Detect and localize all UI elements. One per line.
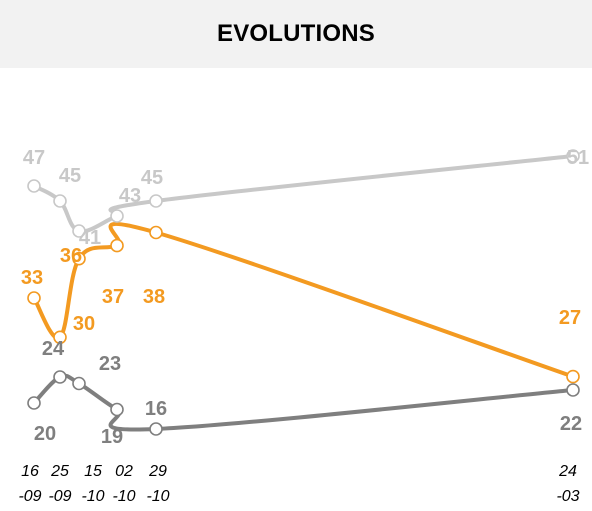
data-label-s2-1: 33 (21, 267, 43, 289)
chart-title: EVOLUTIONS (216, 20, 375, 47)
data-label-s3-4: 19 (101, 426, 123, 448)
data-label-s2-2: 30 (73, 313, 95, 335)
data-label-s1-4: 43 (119, 185, 141, 207)
data-point-s1-6 (566, 149, 580, 163)
chart-header: EVOLUTIONS (0, 0, 592, 68)
data-label-s2-3: 36 (60, 245, 82, 267)
x-tick-label: 24 -03 (556, 463, 579, 505)
x-tick-label: 15 -10 (81, 463, 104, 505)
data-point-s2-6 (566, 369, 580, 384)
x-tick-label: 29 -10 (146, 463, 169, 505)
data-point-s1-3 (72, 224, 86, 238)
x-tick-label: 16 -09 (18, 463, 41, 505)
data-point-s2-5 (149, 225, 163, 240)
x-tick-label: 02 -10 (112, 463, 135, 505)
data-point-s3-6 (566, 383, 580, 397)
data-label-s3-6: 22 (560, 413, 582, 435)
data-label-s1-3: 41 (79, 227, 101, 249)
data-label-s3-5: 16 (145, 398, 167, 420)
data-point-s3-1 (27, 396, 41, 410)
data-label-s1-5: 45 (141, 167, 163, 189)
data-label-s2-6: 27 (559, 307, 581, 329)
data-label-s3-2: 24 (42, 338, 65, 360)
data-point-s2-3 (72, 251, 86, 266)
data-label-s1-6: 51 (567, 147, 589, 169)
x-tick-label: 25 -09 (48, 463, 71, 505)
data-point-s1-1 (27, 179, 41, 193)
data-point-s2-2 (53, 330, 67, 345)
data-label-s1-1: 47 (23, 147, 45, 169)
data-point-s2-4 (110, 238, 124, 253)
data-point-s1-2 (53, 194, 67, 208)
data-label-s2-4: 37 (102, 286, 124, 308)
data-point-s1-4 (110, 209, 124, 223)
data-point-s3-4 (110, 402, 124, 417)
data-label-s3-3: 23 (99, 353, 121, 375)
data-label-s2-5: 38 (143, 286, 165, 308)
data-point-s3-2 (53, 370, 67, 384)
data-label-s3-1: 20 (34, 423, 56, 445)
data-point-s2-1 (27, 291, 41, 305)
data-point-s3-5 (149, 422, 163, 436)
data-point-s1-5 (149, 194, 163, 208)
data-label-s1-2: 45 (59, 165, 81, 187)
series-line-3 (32, 373, 575, 432)
data-point-s3-3 (72, 376, 86, 391)
